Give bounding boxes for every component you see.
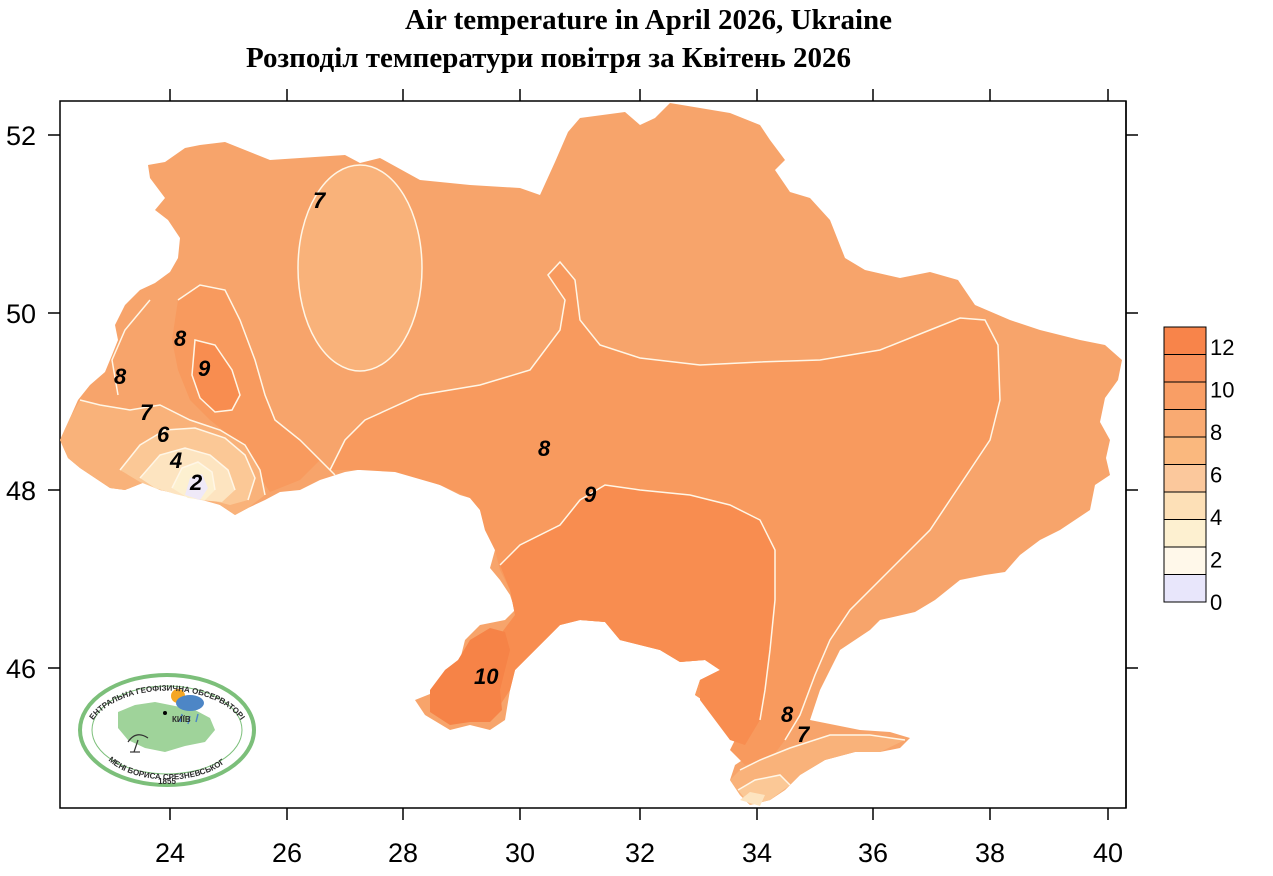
legend-swatch	[1163, 326, 1207, 355]
logo-year: 1855	[158, 777, 176, 786]
contour-label-9-west: 9	[198, 356, 211, 381]
cloud-icon	[176, 695, 204, 711]
legend-swatch	[1163, 519, 1207, 548]
y-axis-labels: 52 50 48 46	[6, 121, 36, 684]
contour-label-6-west: 6	[157, 422, 170, 447]
logo-city: КИЇВ	[172, 715, 191, 724]
logo-ukraine-map	[118, 702, 215, 752]
contour-label-4-west: 4	[169, 448, 182, 473]
x-tick-26: 26	[272, 838, 302, 868]
contour-label-7-crimea: 7	[797, 722, 811, 747]
contour-label-7-west: 7	[140, 400, 154, 425]
y-tick-52: 52	[6, 121, 36, 151]
legend-swatch	[1163, 491, 1207, 520]
kyiv-marker-icon	[163, 711, 167, 715]
x-tick-34: 34	[742, 838, 772, 868]
contour-label-10-south: 10	[474, 664, 499, 689]
map-title-ukrainian: Розподіл температури повітря за Квітень …	[246, 42, 851, 74]
y-tick-46: 46	[6, 654, 36, 684]
legend-label: 2	[1210, 548, 1222, 573]
legend-swatch	[1163, 436, 1207, 465]
contour-label-8-west-a: 8	[114, 364, 127, 389]
x-tick-40: 40	[1093, 838, 1123, 868]
color-legend: 12 10 8 6 4 2 0	[1163, 326, 1234, 615]
y-tick-48: 48	[6, 476, 36, 506]
contour-label-9-center: 9	[584, 482, 597, 507]
x-tick-36: 36	[858, 838, 888, 868]
x-tick-24: 24	[155, 838, 185, 868]
contour-label-7-north: 7	[313, 188, 327, 213]
x-tick-38: 38	[975, 838, 1005, 868]
contour-label-8-center: 8	[538, 436, 551, 461]
contour-label-8-crimea: 8	[781, 702, 794, 727]
legend-label: 0	[1210, 590, 1222, 615]
legend-swatch	[1163, 546, 1207, 575]
legend-swatch	[1163, 574, 1207, 603]
rain-icon	[179, 713, 199, 725]
contour-labels: 7 8 8 9 7 6 4 2 8 9 10 8 7	[114, 188, 811, 747]
legend-swatch	[1163, 464, 1207, 493]
y-tick-50: 50	[6, 299, 36, 329]
legend-swatch	[1163, 354, 1207, 383]
legend-label: 10	[1210, 378, 1234, 403]
contour-label-8-west-b: 8	[174, 326, 187, 351]
x-tick-32: 32	[625, 838, 655, 868]
legend-label: 12	[1210, 335, 1234, 360]
x-tick-28: 28	[388, 838, 418, 868]
x-tick-30: 30	[505, 838, 535, 868]
axis-ticks	[48, 89, 1138, 820]
legend-swatch	[1163, 381, 1207, 410]
legend-label: 6	[1210, 463, 1222, 488]
satellite-dish-icon	[127, 734, 149, 753]
ukraine-territory	[60, 103, 1122, 806]
contour-label-2-west: 2	[189, 470, 203, 495]
legend-swatch	[1163, 409, 1207, 438]
map-title-english: Air temperature in April 2026, Ukraine	[404, 4, 893, 36]
x-axis-labels: 24 26 28 30 32 34 36 38 40	[155, 838, 1123, 868]
legend-label: 8	[1210, 420, 1222, 445]
legend-label: 4	[1210, 505, 1222, 530]
